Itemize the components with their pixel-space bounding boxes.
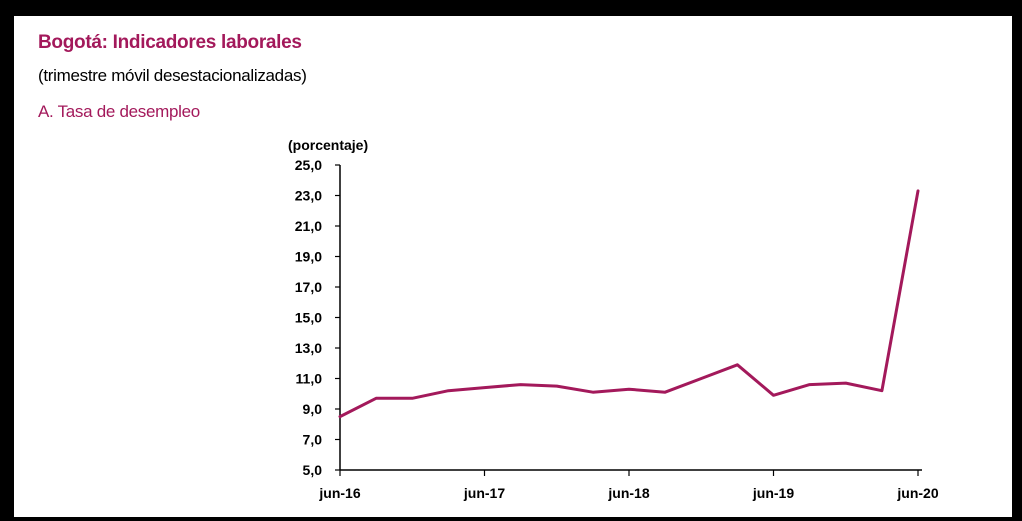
- y-tick-label: 19,0: [295, 249, 322, 265]
- x-tick-label: jun-20: [896, 485, 938, 501]
- x-tick-label: jun-18: [607, 485, 649, 501]
- x-tick-label: jun-19: [752, 485, 794, 501]
- series-line-tasa-desempleo: [340, 191, 918, 417]
- y-tick-label: 7,0: [303, 432, 323, 448]
- y-tick-label: 23,0: [295, 188, 322, 204]
- y-tick-label: 21,0: [295, 218, 322, 234]
- x-tick-label: jun-16: [318, 485, 360, 501]
- x-tick-label: jun-17: [463, 485, 505, 501]
- y-tick-label: 11,0: [296, 371, 323, 387]
- y-tick-label: 13,0: [295, 340, 322, 356]
- y-tick-label: 15,0: [295, 310, 322, 326]
- y-tick-label: 5,0: [303, 462, 323, 478]
- y-axis-label: (porcentaje): [288, 137, 368, 153]
- y-tick-label: 9,0: [303, 401, 323, 417]
- y-tick-label: 17,0: [295, 279, 322, 295]
- x-tick-labels: jun-16 jun-17 jun-18 jun-19 jun-20: [318, 485, 938, 501]
- y-tick-labels: 5,0 7,0 9,0 11,0 13,0 15,0 17,0 19,0 21,0 23,0 25,…: [295, 157, 322, 478]
- y-tick-label: 25,0: [295, 157, 322, 173]
- axes: [335, 165, 922, 476]
